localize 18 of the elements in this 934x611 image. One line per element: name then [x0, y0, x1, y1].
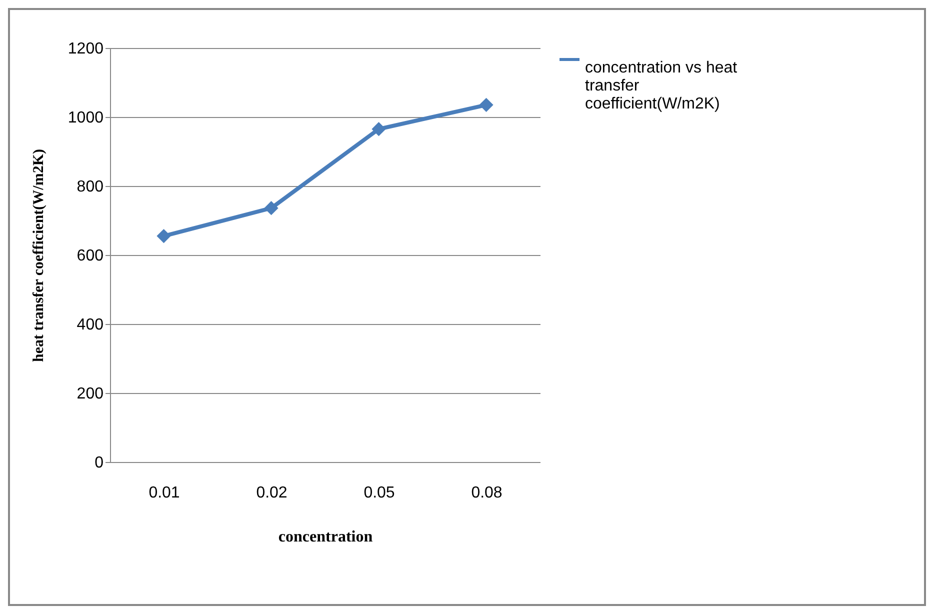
y-tick-label: 0 — [94, 454, 104, 472]
y-tick-label: 600 — [76, 248, 104, 264]
legend-label: concentration vs heat transfer coefficient(W/m2K) — [585, 60, 738, 112]
y-tick-label: 1000 — [68, 110, 104, 126]
x-tick-label: 0.02 — [256, 484, 288, 502]
y-tick-label: 800 — [76, 178, 104, 196]
point — [264, 201, 278, 216]
point — [156, 228, 171, 244]
point — [372, 122, 386, 136]
y-tick-label: 1200 — [68, 40, 104, 58]
x-tick-label: 0.08 — [471, 484, 502, 502]
x-axis-title: concentration — [278, 528, 373, 546]
y-tick-label: 400 — [76, 316, 104, 334]
y-tick-label: 200 — [76, 386, 104, 402]
x-tick-label: 0.05 — [364, 484, 395, 502]
x-tick-label: 0.01 — [148, 484, 180, 502]
point — [479, 98, 494, 112]
y-axis-title: heat transfer coefficient(W/m2K) — [30, 149, 47, 362]
